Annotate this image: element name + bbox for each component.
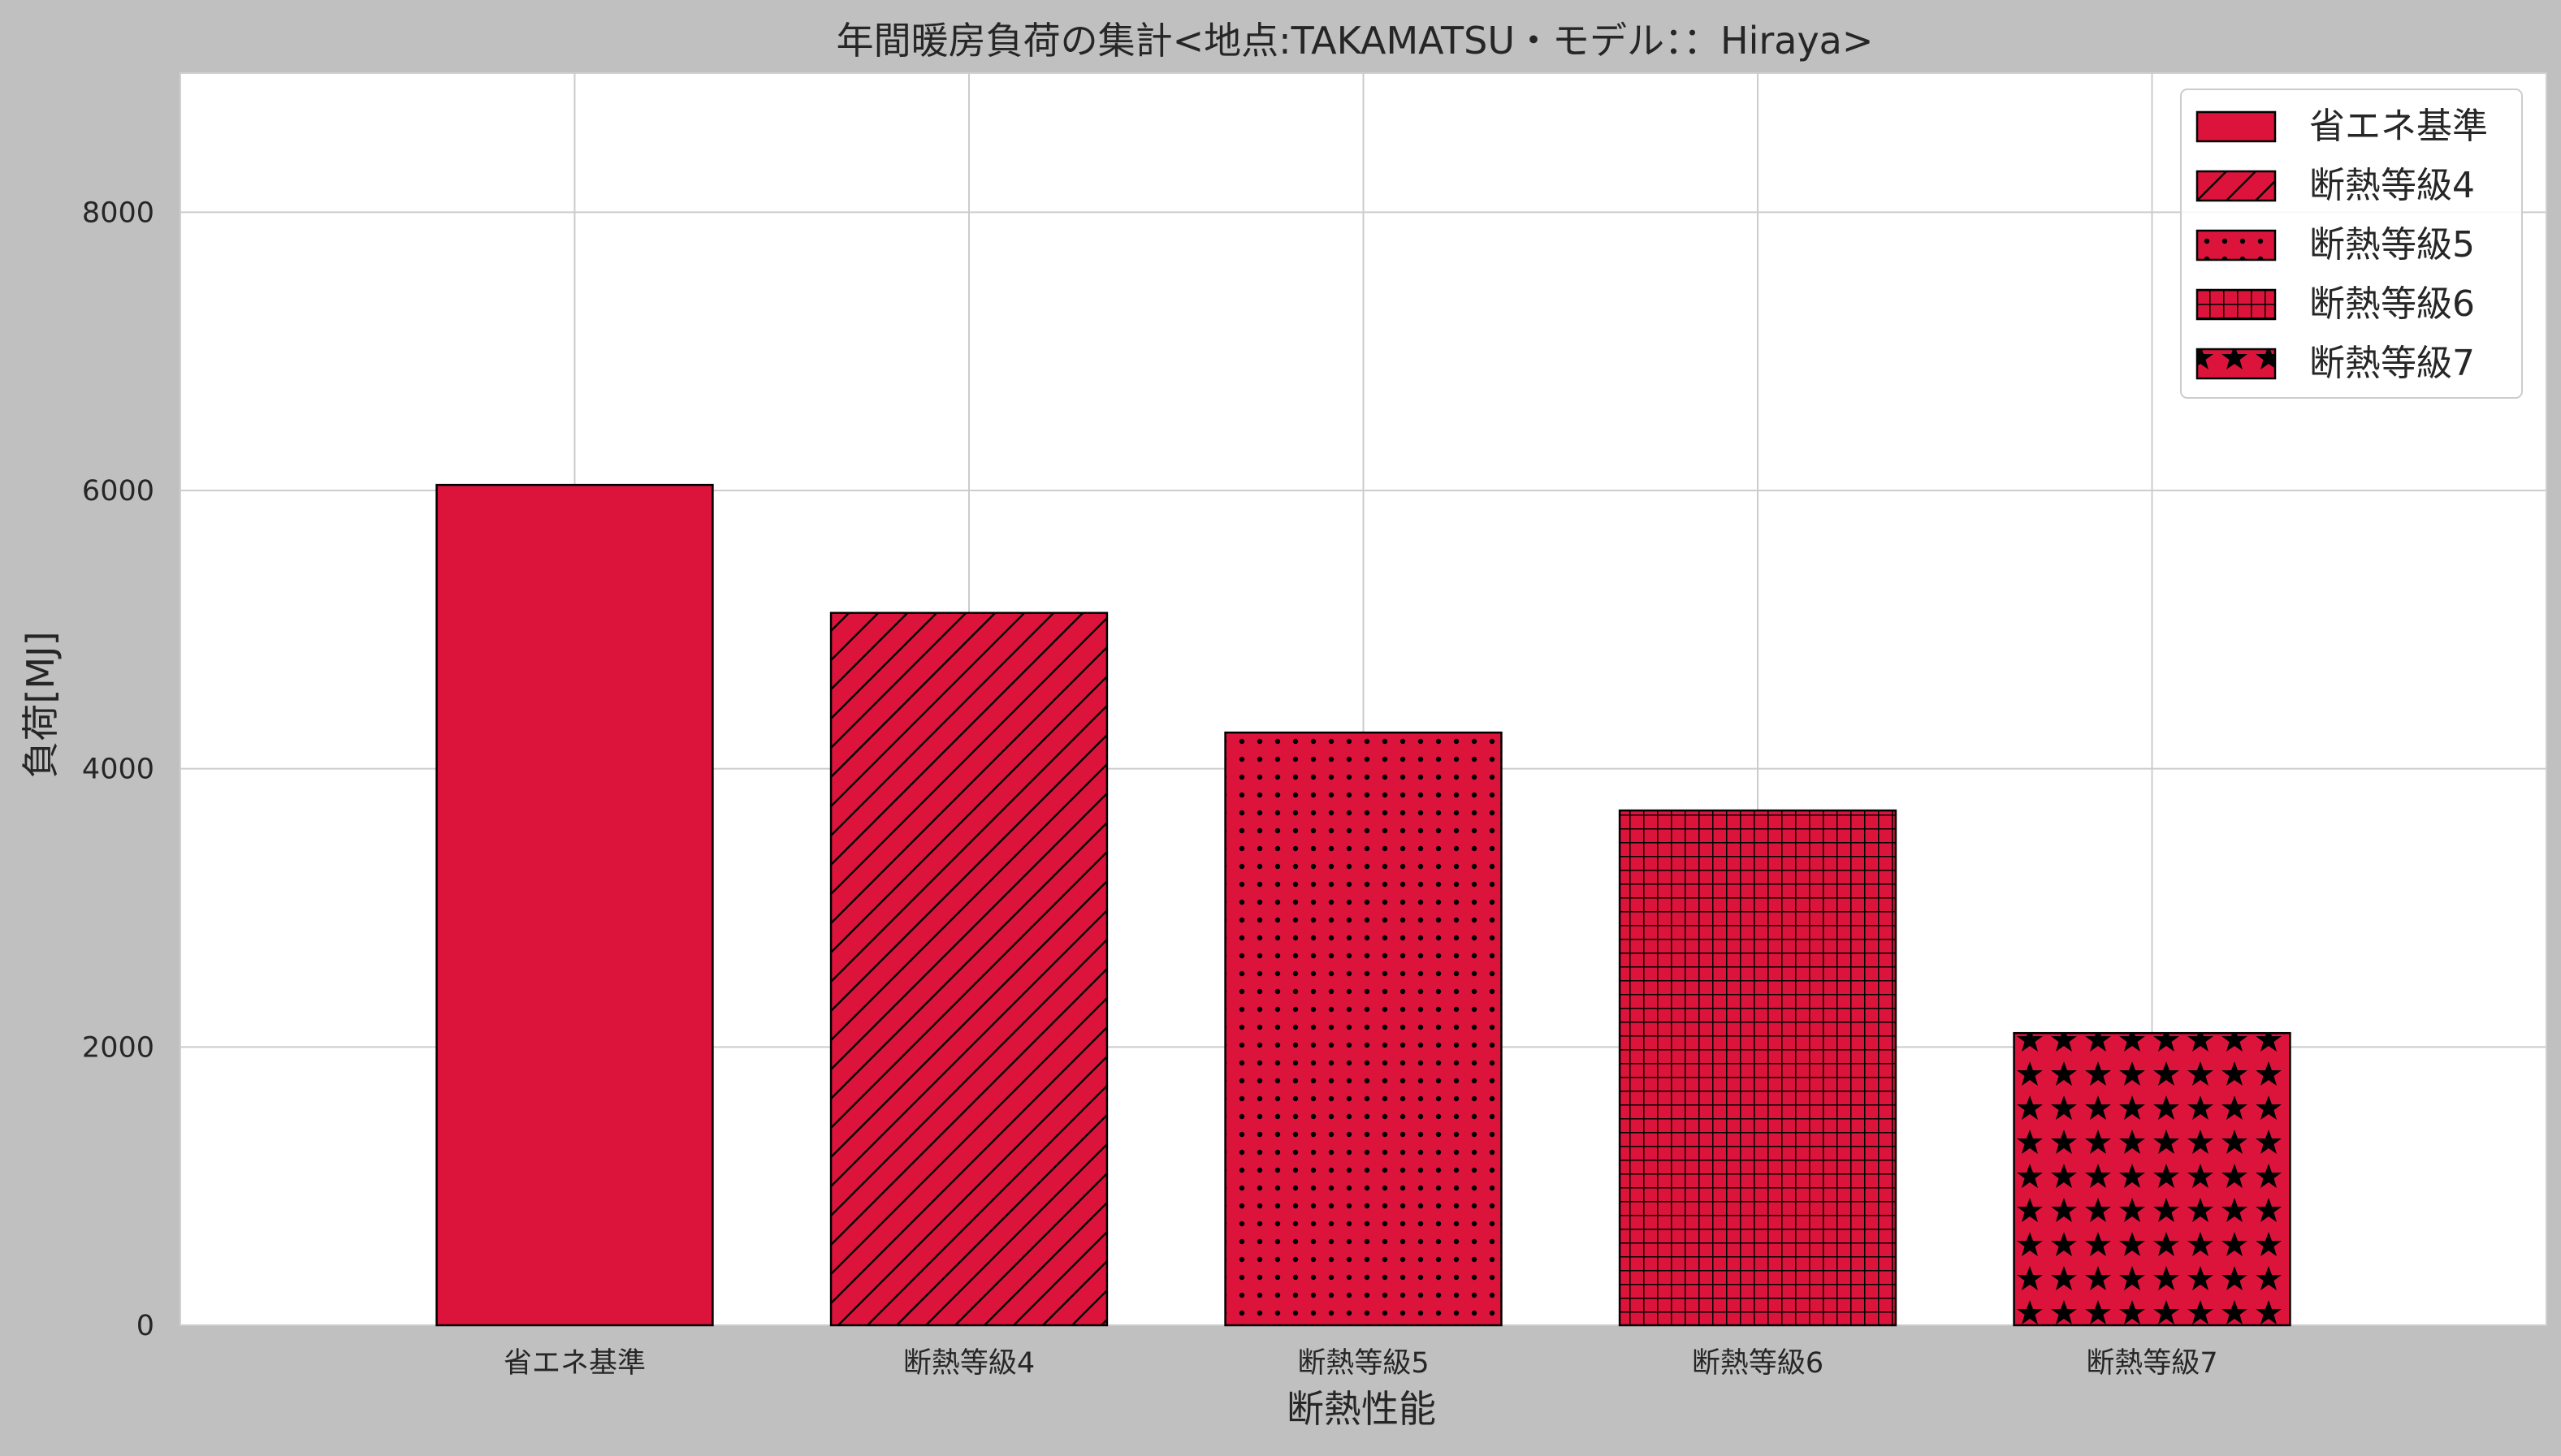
x-tick-label: 断熱等級4	[903, 1347, 1035, 1380]
legend-label-1: 省エネ基準	[2309, 106, 2488, 147]
y-tick-label: 8000	[82, 197, 154, 229]
bar-5	[2013, 1031, 2291, 1327]
y-tick-label: 4000	[82, 754, 154, 786]
bar-1	[435, 483, 714, 1327]
y-axis-label: 負荷[MJ]	[19, 631, 63, 778]
x-tick-label: 断熱等級5	[1297, 1347, 1429, 1380]
bar-2	[829, 611, 1109, 1327]
x-tick-label: 断熱等級6	[1692, 1347, 1823, 1380]
legend-swatch-4	[2195, 288, 2277, 321]
x-tick-label: 断熱等級7	[2086, 1347, 2217, 1380]
legend-label-4: 断熱等級6	[2309, 283, 2475, 325]
y-tick-label: 0	[136, 1310, 154, 1342]
y-tick-label: 6000	[82, 475, 154, 508]
bar-4	[1618, 809, 1897, 1327]
legend-swatch-2	[2195, 170, 2277, 202]
legend-swatch-1	[2195, 110, 2277, 143]
bars	[435, 483, 2291, 1327]
legend-label-2: 断熱等級4	[2309, 165, 2475, 206]
x-axis-label: 断熱性能	[1287, 1387, 1436, 1431]
chart-title: 年間暖房負荷の集計<地点:TAKAMATSU・モデル：：Hiraya>	[837, 19, 1874, 63]
y-tick-label: 2000	[82, 1031, 154, 1064]
legend-label-3: 断熱等級5	[2309, 224, 2475, 266]
legend-swatch-5	[2195, 348, 2277, 380]
legend-frame	[2180, 89, 2523, 399]
legend-swatch-3	[2195, 229, 2277, 261]
legend-label-5: 断熱等級7	[2309, 343, 2475, 384]
bar-3	[1224, 731, 1503, 1327]
x-tick-label: 省エネ基準	[504, 1347, 646, 1380]
y-axis-ticks: 0 2000 4000 6000 8000	[82, 197, 154, 1342]
x-axis-ticks: 省エネ基準 断熱等級4 断熱等級5 断熱等級6 断熱等級7	[504, 1347, 2218, 1380]
